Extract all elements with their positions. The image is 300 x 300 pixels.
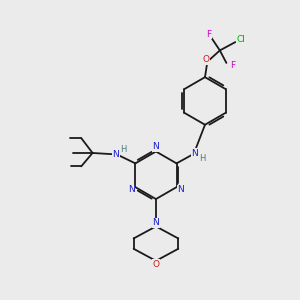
Text: F: F	[230, 61, 236, 70]
Text: O: O	[203, 56, 210, 64]
Text: N: N	[153, 142, 159, 151]
Text: N: N	[128, 185, 135, 194]
Text: N: N	[177, 185, 184, 194]
Text: F: F	[206, 30, 211, 39]
Text: O: O	[152, 260, 159, 269]
Text: N: N	[192, 149, 198, 158]
Text: N: N	[153, 218, 159, 227]
Text: Cl: Cl	[237, 34, 246, 43]
Text: N: N	[112, 150, 119, 159]
Text: H: H	[120, 145, 126, 154]
Text: H: H	[199, 154, 205, 163]
